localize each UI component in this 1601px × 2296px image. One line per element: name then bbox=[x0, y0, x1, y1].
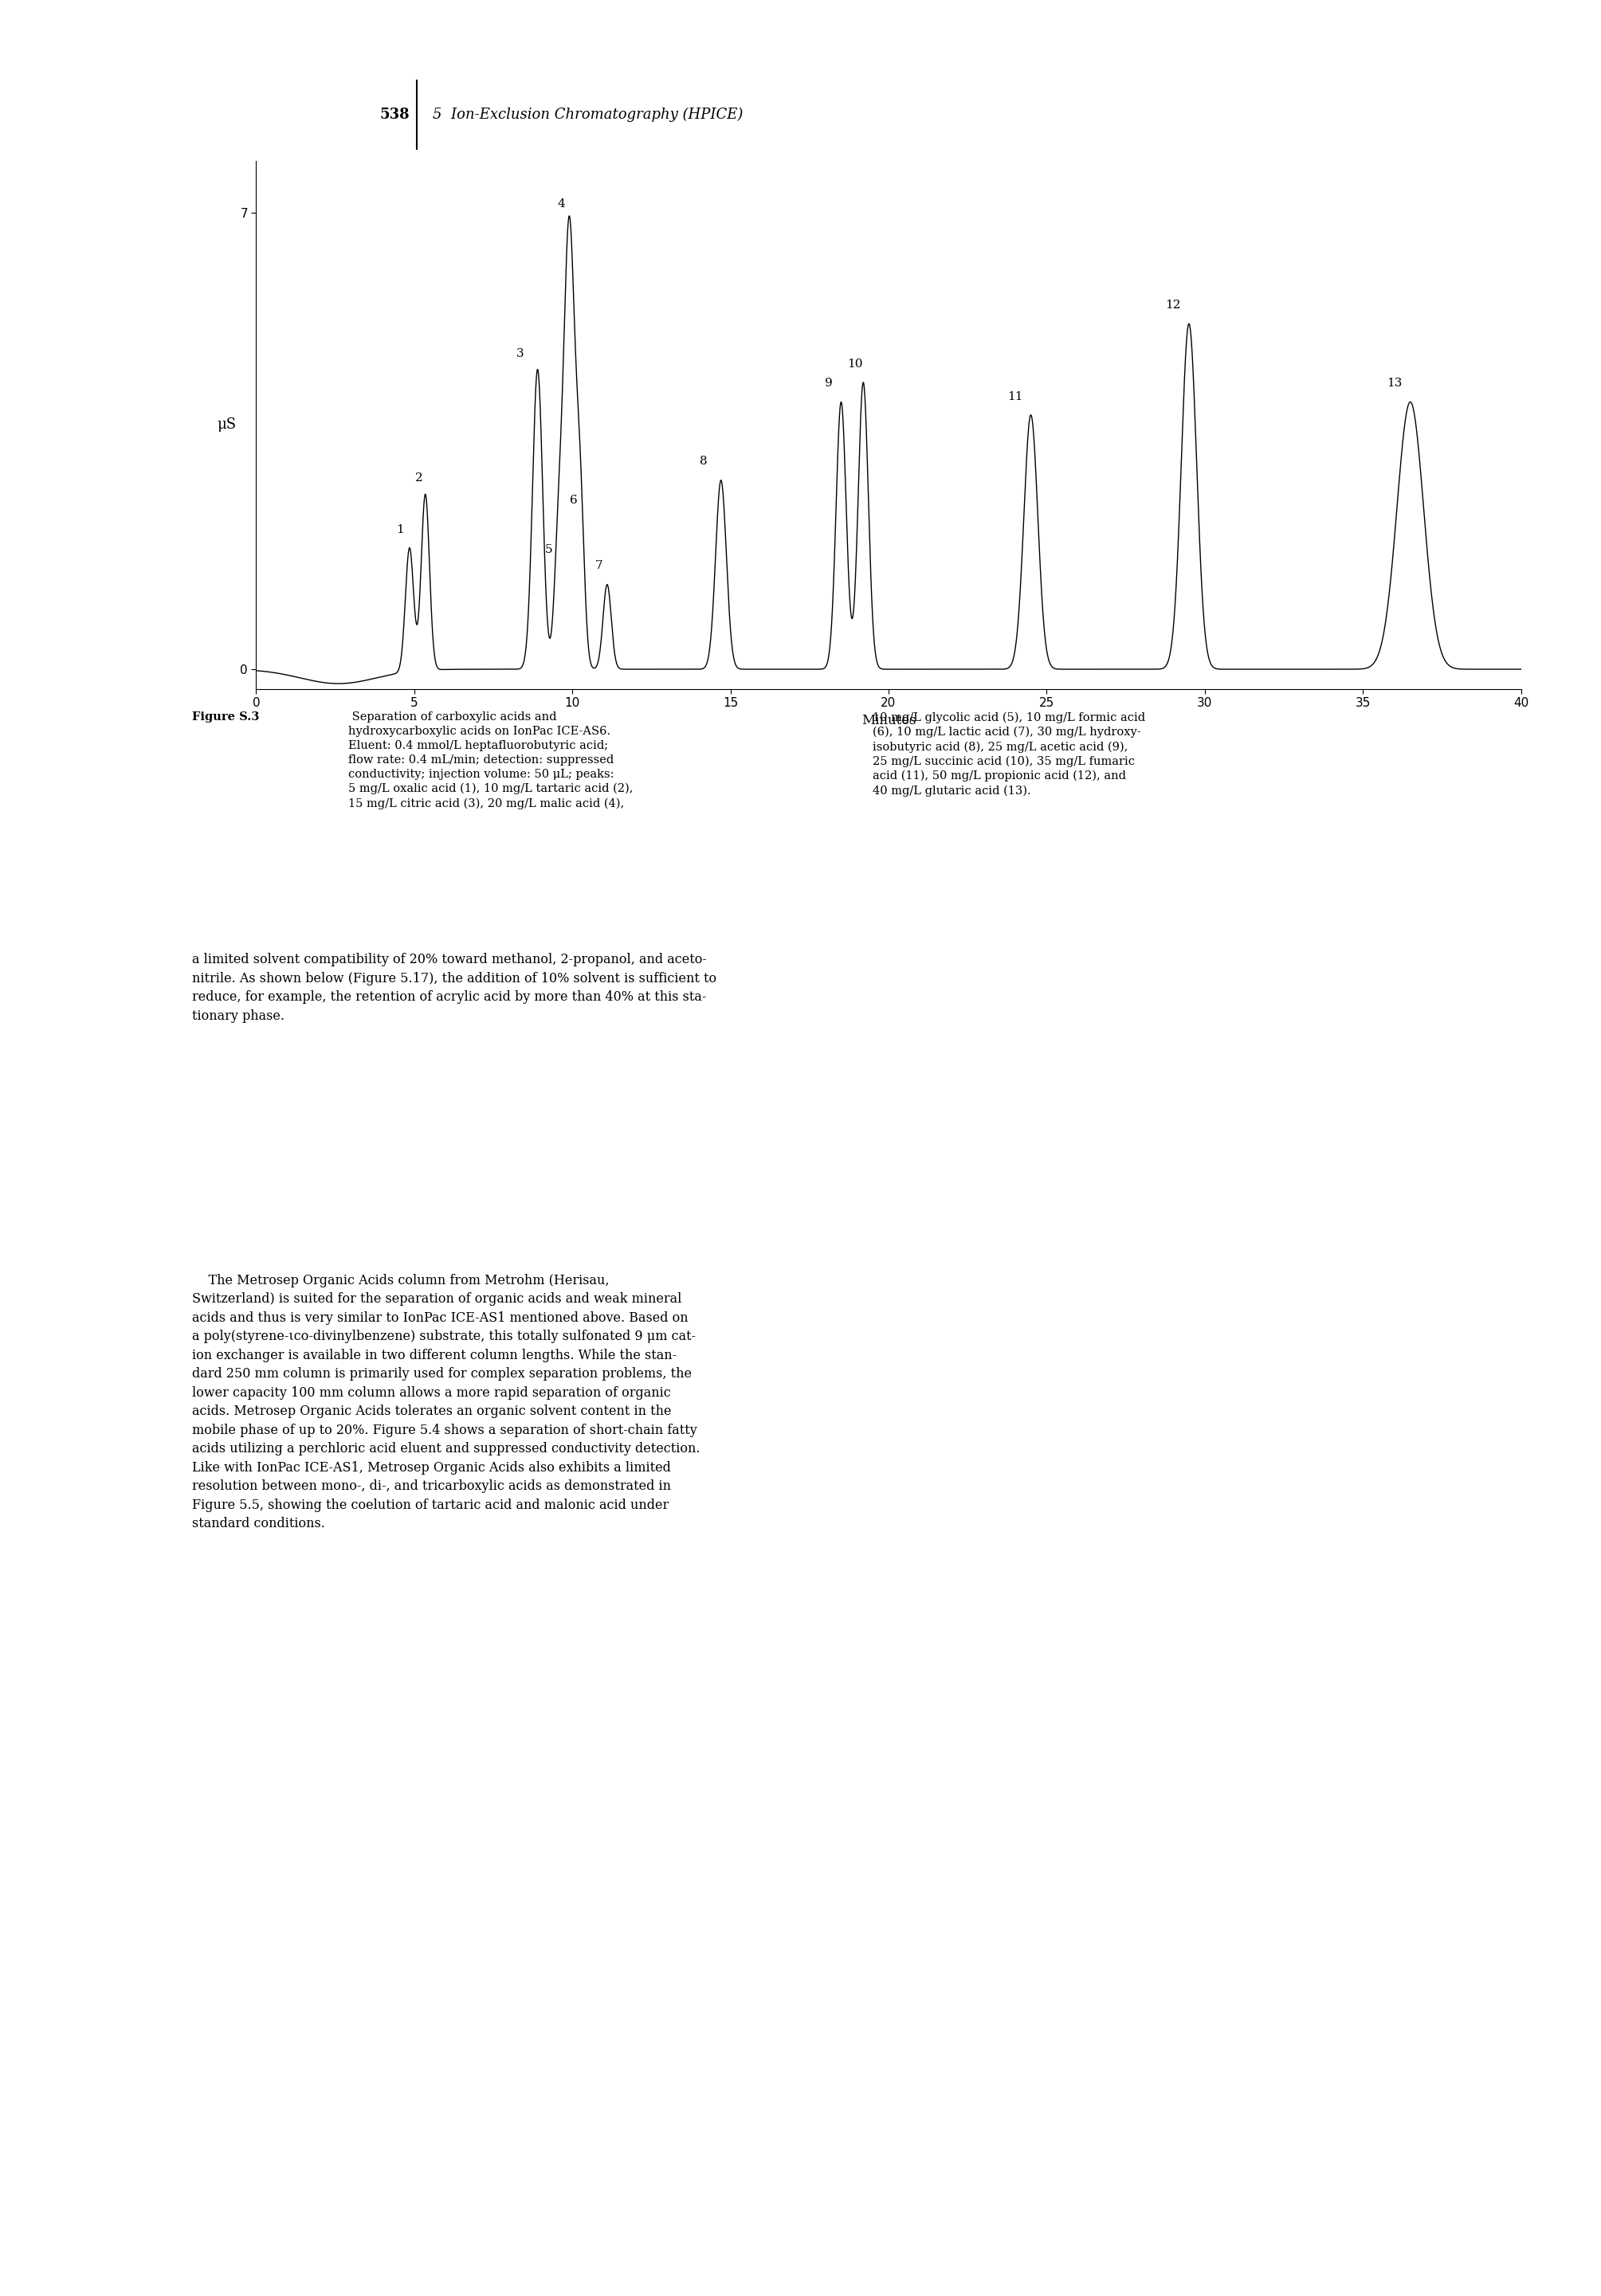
Text: Separation of carboxylic acids and
hydroxycarboxylic acids on IonPac ICE-AS6.
El: Separation of carboxylic acids and hydro… bbox=[349, 712, 634, 808]
Text: 10 mg/L glycolic acid (5), 10 mg/L formic acid
(6), 10 mg/L lactic acid (7), 30 : 10 mg/L glycolic acid (5), 10 mg/L formi… bbox=[873, 712, 1145, 797]
Text: 3: 3 bbox=[517, 349, 524, 360]
Text: 5: 5 bbox=[544, 544, 552, 556]
Text: 6: 6 bbox=[570, 496, 578, 505]
Text: 12: 12 bbox=[1166, 298, 1182, 310]
Text: The Metrosep Organic Acids column from Metrohm (Herisau,
Switzerland) is suited : The Metrosep Organic Acids column from M… bbox=[192, 1274, 700, 1531]
Text: 8: 8 bbox=[700, 457, 708, 466]
Text: 10: 10 bbox=[847, 358, 863, 370]
Text: 4: 4 bbox=[557, 197, 565, 209]
Text: 2: 2 bbox=[415, 473, 423, 484]
Text: a limited solvent compatibility of 20% toward methanol, 2-propanol, and aceto-
n: a limited solvent compatibility of 20% t… bbox=[192, 953, 717, 1022]
X-axis label: Minutes: Minutes bbox=[861, 714, 916, 728]
Text: 5  Ion-Exclusion Chromatography (HPICE): 5 Ion-Exclusion Chromatography (HPICE) bbox=[432, 108, 743, 122]
Y-axis label: μS: μS bbox=[218, 418, 237, 432]
Text: 13: 13 bbox=[1386, 379, 1402, 388]
Text: 538: 538 bbox=[379, 108, 410, 122]
Text: 9: 9 bbox=[825, 379, 833, 388]
Text: Figure S.3: Figure S.3 bbox=[192, 712, 259, 723]
Text: 11: 11 bbox=[1007, 390, 1023, 402]
Text: 1: 1 bbox=[395, 523, 403, 535]
Text: 7: 7 bbox=[596, 560, 604, 572]
